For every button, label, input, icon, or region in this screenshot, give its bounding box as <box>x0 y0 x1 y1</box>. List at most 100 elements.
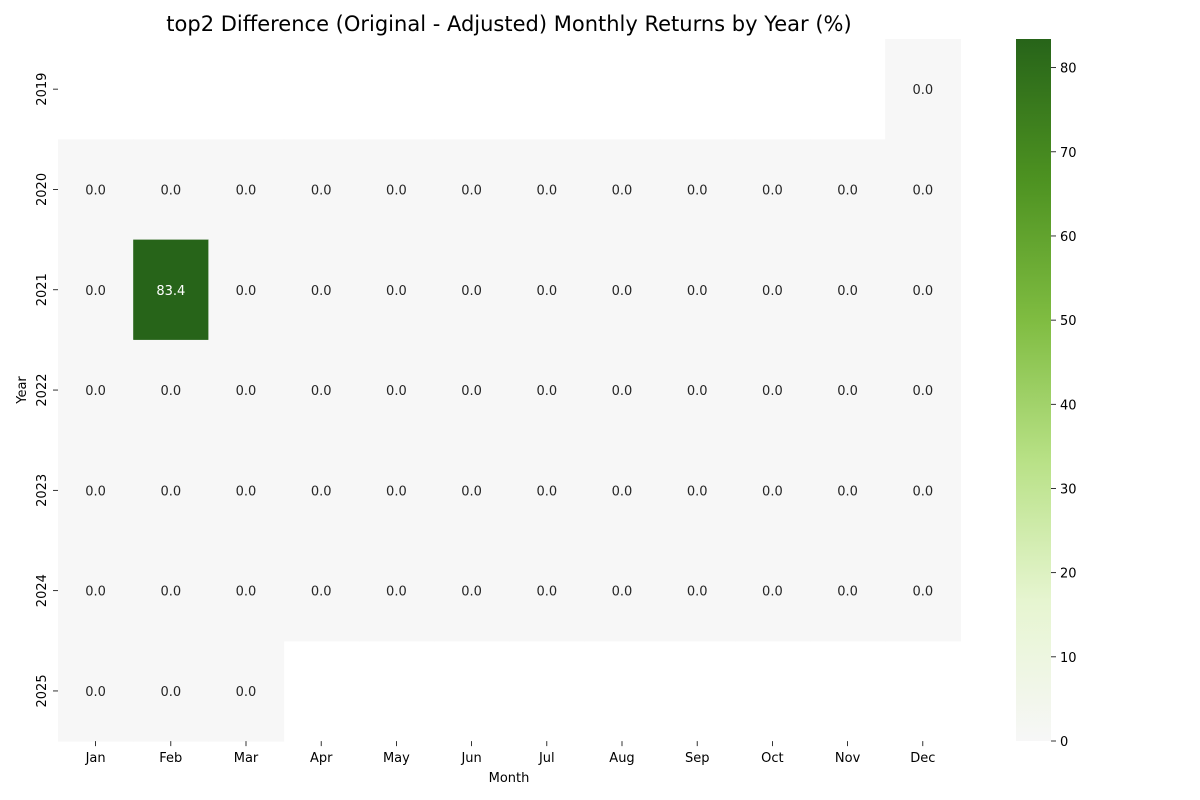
cell-value-label: 0.0 <box>461 585 482 600</box>
heatmap-cell-2020-May <box>358 139 435 241</box>
heatmap-cell-2020-Mar <box>208 139 285 241</box>
heatmap-cell-2020-Aug <box>584 139 661 241</box>
x-tick-label: Jul <box>538 751 555 766</box>
heatmap-cell-2022-Apr <box>283 339 360 441</box>
cell-value-label: 0.0 <box>311 183 332 198</box>
cell-value-label: 0.0 <box>536 183 557 198</box>
cell-value-label: 0.0 <box>461 284 482 299</box>
x-tick-label: Jun <box>460 751 481 766</box>
cell-value-label: 0.0 <box>461 183 482 198</box>
heatmap-cell-2023-May <box>358 440 435 542</box>
cell-value-label: 0.0 <box>236 685 257 700</box>
cell-value-label: 0.0 <box>612 585 633 600</box>
heatmap-cell-2021-Feb <box>133 239 209 341</box>
heatmap-cell-2021-Oct <box>734 239 811 341</box>
cell-value-label: 0.0 <box>687 585 708 600</box>
heatmap-cell-2024-May <box>358 540 435 642</box>
heatmap-cell-2024-Oct <box>734 540 811 642</box>
heatmap-cell-2023-Oct <box>734 440 811 542</box>
colorbar-tick-label: 70 <box>1060 146 1077 161</box>
cell-value-label: 0.0 <box>762 284 783 299</box>
heatmap-cell-2023-Sep <box>659 440 736 542</box>
cell-value-label: 0.0 <box>536 484 557 499</box>
x-tick-label: Sep <box>685 751 710 766</box>
y-tick-label: 2022 <box>35 374 50 407</box>
heatmap-cell-2024-Apr <box>283 540 360 642</box>
cell-value-label: 0.0 <box>461 484 482 499</box>
heatmap-cells: 0.0 0.0 0.0 0.0 0.0 0.0 0.0 0.0 0.0 0.0 0.0 0.0 0.0 0… <box>58 39 961 742</box>
cell-value-label: 0.0 <box>160 484 181 499</box>
heatmap-cell-2022-Mar <box>208 339 285 441</box>
heatmap-cell-2023-Jul <box>509 440 585 542</box>
heatmap-cell-2023-Dec <box>885 440 961 542</box>
cell-value-label: 0.0 <box>762 384 783 399</box>
heatmap-cell-2022-Feb <box>133 339 209 441</box>
cell-value-label: 0.0 <box>85 685 106 700</box>
cell-value-label: 0.0 <box>612 484 633 499</box>
y-tick-label: 2025 <box>35 674 50 707</box>
x-axis-ticks: Jan Feb Mar Apr May Jun Jul Aug Sep Oct Nov Dec <box>85 741 935 766</box>
heatmap-cell-2022-Jan <box>58 339 134 441</box>
cell-value-label: 0.0 <box>912 284 933 299</box>
x-tick-label: Aug <box>609 751 634 766</box>
colorbar-tick-label: 30 <box>1060 482 1077 497</box>
x-tick-label: Oct <box>761 751 783 766</box>
cell-value-label: 83.4 <box>156 284 185 299</box>
heatmap-cell-2023-Apr <box>283 440 360 542</box>
y-tick-label: 2020 <box>35 173 50 206</box>
colorbar-tick-label: 60 <box>1060 230 1077 245</box>
y-axis-label: Year <box>15 376 30 405</box>
cell-value-label: 0.0 <box>762 585 783 600</box>
y-axis-ticks: 2019 2020 2021 2022 2023 2024 2025 <box>35 73 58 707</box>
cell-value-label: 0.0 <box>236 585 257 600</box>
cell-value-label: 0.0 <box>160 685 181 700</box>
heatmap-cell-2020-Dec <box>885 139 961 241</box>
cell-value-label: 0.0 <box>912 585 933 600</box>
heatmap-cell-2024-Nov <box>810 540 886 642</box>
heatmap-cell-2021-Sep <box>659 239 736 341</box>
cell-value-label: 0.0 <box>536 384 557 399</box>
cell-value-label: 0.0 <box>160 183 181 198</box>
heatmap-cell-2024-Jul <box>509 540 585 642</box>
heatmap-cell-2024-Sep <box>659 540 736 642</box>
heatmap-cell-2024-Dec <box>885 540 961 642</box>
heatmap-cell-2021-Mar <box>208 239 285 341</box>
heatmap-cell-2023-Aug <box>584 440 661 542</box>
cell-value-label: 0.0 <box>85 384 106 399</box>
cell-value-label: 0.0 <box>536 284 557 299</box>
cell-value-label: 0.0 <box>386 585 407 600</box>
cell-value-label: 0.0 <box>536 585 557 600</box>
colorbar: 0 10 20 30 40 50 60 70 80 <box>1016 39 1077 750</box>
heatmap-cell-2019-Dec <box>885 39 961 140</box>
heatmap-cell-2021-Apr <box>283 239 360 341</box>
y-tick-label: 2023 <box>35 474 50 507</box>
heatmap-cell-2020-Oct <box>734 139 811 241</box>
heatmap-cell-2024-Jun <box>434 540 510 642</box>
cell-value-label: 0.0 <box>612 284 633 299</box>
heatmap-cell-2024-Jan <box>58 540 134 642</box>
heatmap-cell-2020-Jun <box>434 139 510 241</box>
heatmap-cell-2021-Jan <box>58 239 134 341</box>
heatmap-cell-2022-Dec <box>885 339 961 441</box>
heatmap-cell-2022-Aug <box>584 339 661 441</box>
cell-value-label: 0.0 <box>612 384 633 399</box>
cell-value-label: 0.0 <box>236 183 257 198</box>
heatmap-cell-2022-Nov <box>810 339 886 441</box>
cell-value-label: 0.0 <box>311 384 332 399</box>
heatmap-cell-2021-Nov <box>810 239 886 341</box>
colorbar-tick-label: 20 <box>1060 567 1077 582</box>
cell-value-label: 0.0 <box>160 384 181 399</box>
heatmap-cell-2023-Jan <box>58 440 134 542</box>
cell-value-label: 0.0 <box>85 585 106 600</box>
heatmap-cell-2020-Apr <box>283 139 360 241</box>
heatmap-cell-2025-Feb <box>133 640 209 742</box>
cell-value-label: 0.0 <box>687 183 708 198</box>
heatmap-cell-2021-Aug <box>584 239 661 341</box>
colorbar-tick-label: 0 <box>1060 735 1068 750</box>
heatmap-cell-2021-Jul <box>509 239 585 341</box>
chart-title: top2 Difference (Original - Adjusted) Mo… <box>166 12 851 36</box>
cell-value-label: 0.0 <box>85 183 106 198</box>
cell-value-label: 0.0 <box>762 183 783 198</box>
heatmap-cell-2020-Sep <box>659 139 736 241</box>
x-tick-label: Dec <box>910 751 935 766</box>
